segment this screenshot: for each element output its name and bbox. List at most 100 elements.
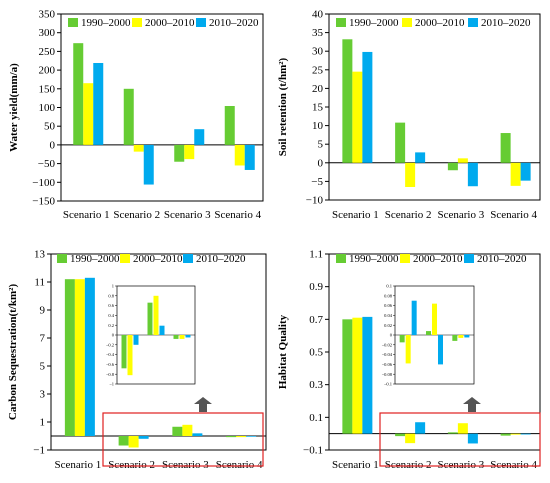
chart-panel-4: −0.1 0.1 0.3 0.5 0.7 0.9 1.1 Scenario 1 Scenario… [277, 249, 541, 471]
y-tick-label: 0.3 [309, 379, 323, 391]
x-category-label: Scenario 1 [332, 209, 379, 221]
bar-scenario-3-series-3 [467, 162, 478, 187]
up-arrow-icon [194, 397, 212, 412]
inset-bar [153, 295, 159, 335]
x-category-label: Scenario 2 [385, 459, 432, 471]
inset-bar [426, 331, 431, 335]
inset-bar [458, 335, 464, 338]
bar-scenario-4-series-2 [510, 162, 521, 186]
inset-bar [133, 335, 139, 345]
inset-bar [432, 303, 437, 335]
inset-bar [121, 335, 127, 369]
bar-scenario-4-series-3 [246, 436, 257, 437]
bar-scenario-3-series-1 [447, 162, 458, 171]
y-tick-label: 1.1 [309, 249, 323, 261]
bar-scenario-1-series-3 [362, 51, 373, 163]
zoom-highlight-box [379, 412, 541, 467]
y-tick-label: 0 [318, 157, 324, 169]
bar-scenario-3-series-3 [467, 433, 478, 444]
inset-bar [127, 335, 133, 376]
chart-panel-1: −150 −100 −50 0 50 100 150 200 250 300 350 Scenario… [8, 9, 264, 221]
inset-bar [464, 335, 470, 338]
bar-scenario-1-series-2 [352, 317, 363, 434]
y-axis-label: Habitat Quality [277, 314, 289, 389]
bar-scenario-1-series-2 [74, 279, 85, 436]
bar-scenario-2-series-1 [395, 433, 406, 437]
legend: 1990–2000 2000–2010 2010–2020 [336, 253, 527, 265]
y-tick-label: 50 [44, 121, 56, 133]
bar-scenario-4-series-1 [224, 106, 235, 145]
y-tick-label: −1 [33, 445, 45, 457]
bar-scenario-2-series-3 [415, 152, 426, 163]
legend: 1990–2000 2000–2010 2010–2020 [57, 253, 246, 265]
bar-scenario-4-series-3 [520, 162, 531, 181]
y-tick-label: 200 [39, 65, 56, 77]
y-tick-label: −5 [311, 176, 323, 188]
legend-label: 2000–2010 [413, 253, 463, 265]
legend: 1990–2000 2000–2010 2010–2020 [336, 17, 531, 29]
inset-y-tick-label: −0.1 [384, 382, 392, 387]
y-axis-label: Carbon Sequestration(t/km²) [7, 284, 19, 421]
x-category-label: Scenario 3 [162, 459, 209, 471]
inset-y-tick-label: 0.2 [108, 323, 114, 328]
inset-y-tick-label: 1 [112, 284, 114, 289]
y-tick-label: −0.1 [303, 445, 323, 457]
bar-scenario-2-series-2 [405, 162, 416, 187]
bar-scenario-3-series-1 [174, 144, 185, 162]
bar-scenario-1-series-2 [83, 83, 94, 145]
legend-label: 2000–2010 [145, 17, 195, 29]
legend-label: 1990–2000 [70, 253, 120, 265]
y-tick-label: 0 [50, 139, 56, 151]
x-category-label: Scenario 1 [332, 459, 379, 471]
bar-scenario-3-series-2 [457, 423, 468, 434]
inset-bar [399, 335, 405, 343]
bar-scenario-4-series-1 [226, 436, 237, 438]
inset-y-tick-label: 0 [112, 333, 115, 338]
bar-scenario-4-series-3 [520, 433, 531, 435]
y-tick-label: 11 [34, 277, 45, 289]
x-category-label: Scenario 2 [108, 459, 155, 471]
y-tick-label: 0.9 [309, 281, 323, 293]
x-category-label: Scenario 4 [490, 459, 537, 471]
x-category-label: Scenario 4 [490, 209, 537, 221]
y-tick-label: 0.7 [309, 314, 323, 326]
inset-y-tick-label: −0.8 [106, 372, 115, 377]
inset-bar [438, 335, 443, 365]
legend-swatch [132, 18, 142, 27]
y-tick-label: 250 [39, 46, 56, 58]
inset-y-tick-label: 0.04 [384, 313, 393, 318]
legend-label: 2010–2020 [481, 17, 531, 29]
inset-bar [159, 325, 165, 335]
bar-scenario-2-series-3 [143, 144, 154, 185]
bar-scenario-2-series-1 [123, 88, 134, 145]
bar-scenario-2-series-1 [395, 122, 406, 163]
legend-swatch [336, 254, 346, 263]
inset-y-tick-label: 0.8 [108, 293, 114, 298]
y-tick-label: 30 [312, 46, 324, 58]
bar-scenario-2-series-2 [133, 144, 144, 152]
inset-bar [147, 302, 153, 335]
inset-y-tick-label: 0.6 [108, 303, 114, 308]
bar-scenario-3-series-2 [182, 424, 193, 436]
y-tick-label: −10 [306, 195, 324, 207]
legend-swatch [57, 254, 67, 263]
bar-scenario-1-series-3 [362, 316, 373, 434]
y-tick-label: 5 [40, 361, 46, 373]
y-tick-label: 9 [40, 305, 46, 317]
inset-y-tick-label: −1 [109, 382, 114, 387]
y-tick-label: 20 [312, 83, 324, 95]
bar-scenario-3-series-1 [172, 426, 183, 436]
bar-scenario-3-series-2 [457, 158, 468, 163]
y-tick-label: 5 [318, 139, 324, 151]
inset-y-tick-label: 0.4 [108, 313, 114, 318]
bar-scenario-1-series-1 [64, 279, 75, 436]
bar-scenario-1-series-3 [93, 62, 104, 145]
inset-y-tick-label: −0.02 [382, 342, 392, 347]
x-category-label: Scenario 3 [438, 459, 485, 471]
y-tick-label: 15 [312, 102, 324, 114]
legend-swatch [336, 18, 346, 27]
plot-area-frame [50, 253, 267, 451]
legend-label: 2010–2020 [477, 253, 527, 265]
bar-scenario-4-series-2 [234, 144, 245, 166]
